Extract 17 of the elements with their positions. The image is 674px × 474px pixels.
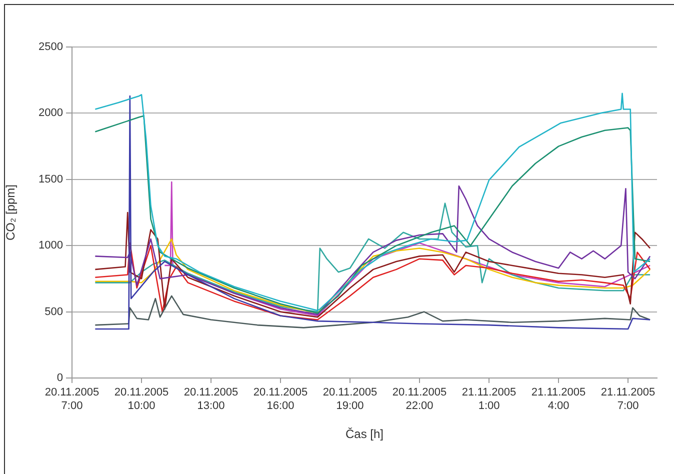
y-tick-label: 0 (56, 372, 63, 384)
x-tick-label: 20.11.2005 22:00 (392, 386, 447, 412)
y-tick-label: 1500 (38, 173, 63, 186)
x-tick-label: 20.11.2005 13:00 (184, 386, 238, 412)
x-tick-label: 20.11.2005 16:00 (253, 386, 308, 412)
y-tick-label: 2500 (38, 41, 63, 54)
y-tick-label: 2000 (38, 107, 63, 120)
x-tick-label: 20.11.2005 7:00 (44, 386, 100, 412)
x-tick-label: 20.11.2005 19:00 (322, 386, 378, 412)
x-axis-title: Čas [h] (345, 427, 384, 442)
x-tick-label: 21.11.2005 4:00 (531, 386, 586, 412)
y-axis-title: CO₂ [ppm] (4, 184, 18, 241)
x-tick-label: 20.11.2005 10:00 (114, 386, 169, 412)
x-tick-label: 21.11.2005 1:00 (462, 386, 516, 412)
y-tick-label: 1000 (38, 240, 63, 252)
x-tick-label: 21.11.2005 7:00 (600, 386, 656, 412)
y-tick-label: 500 (44, 306, 63, 318)
